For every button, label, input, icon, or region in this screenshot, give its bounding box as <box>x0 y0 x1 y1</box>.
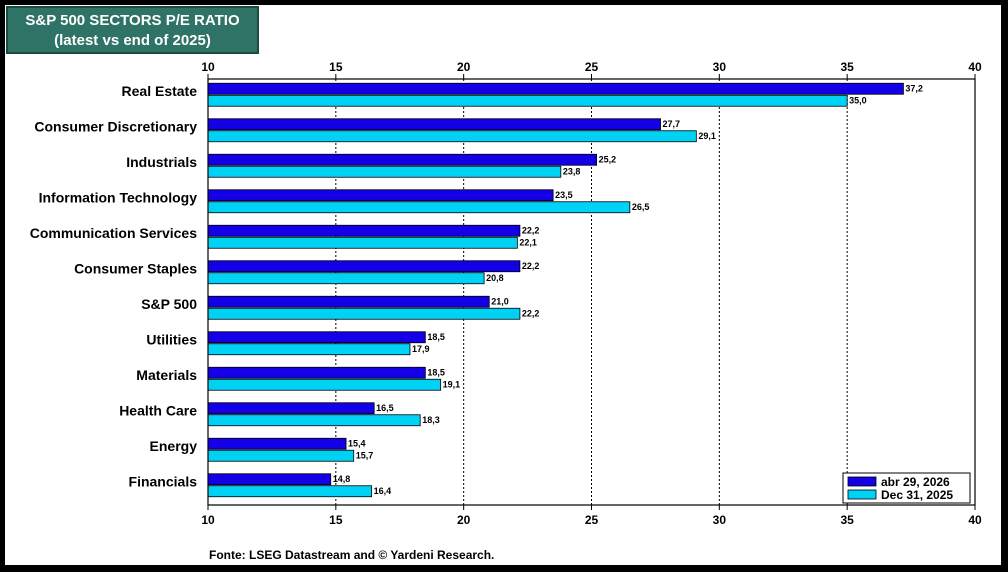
bar-latest <box>207 224 521 237</box>
category-label: Materials <box>136 367 197 383</box>
data-label-latest: 18,5 <box>427 367 445 377</box>
x-tick-label-bottom: 40 <box>968 513 982 527</box>
bar-latest <box>207 295 490 308</box>
data-label-prior: 16,4 <box>374 486 392 496</box>
category-label: Industrials <box>126 154 197 170</box>
x-tick-label-top: 35 <box>840 60 854 74</box>
data-label-prior: 18,3 <box>422 415 440 425</box>
x-tick-label-top: 40 <box>968 60 982 74</box>
chart-subtitle: (latest vs end of 2025) <box>54 32 211 49</box>
bar-prior <box>207 485 373 498</box>
x-tick-label-top: 10 <box>201 60 215 74</box>
legend-label-latest: abr 29, 2026 <box>881 475 950 489</box>
data-label-latest: 22,2 <box>522 225 540 235</box>
bar-latest <box>207 366 426 379</box>
data-label-latest: 21,0 <box>491 296 509 306</box>
data-label-latest: 27,7 <box>663 119 681 129</box>
x-tick-label-bottom: 25 <box>585 513 599 527</box>
bar-latest <box>207 82 904 95</box>
x-tick-label-bottom: 30 <box>713 513 727 527</box>
category-label: Health Care <box>119 402 197 418</box>
category-label: S&P 500 <box>141 296 197 312</box>
bar-prior <box>207 307 521 320</box>
data-label-latest: 22,2 <box>522 261 540 271</box>
bar-latest <box>207 118 661 131</box>
bar-prior <box>207 236 518 249</box>
bar-prior <box>207 343 411 356</box>
bar-prior <box>207 449 355 462</box>
category-label: Information Technology <box>39 189 198 205</box>
x-tick-label-top: 15 <box>329 60 343 74</box>
bar-latest <box>207 402 375 415</box>
data-label-prior: 26,5 <box>632 202 650 212</box>
x-tick-label-bottom: 35 <box>840 513 854 527</box>
plot-border <box>207 78 976 506</box>
data-label-latest: 18,5 <box>427 332 445 342</box>
category-label: Energy <box>150 438 198 454</box>
category-label: Consumer Discretionary <box>34 118 197 134</box>
legend-swatch-prior <box>847 489 877 500</box>
data-label-prior: 23,8 <box>563 166 581 176</box>
data-label-prior: 15,7 <box>356 450 374 460</box>
category-label: Financials <box>129 473 198 489</box>
data-label-latest: 25,2 <box>599 154 617 164</box>
legend-label-prior: Dec 31, 2025 <box>881 488 953 502</box>
data-label-prior: 17,9 <box>412 344 430 354</box>
category-label: Utilities <box>146 331 197 347</box>
bar-prior <box>207 165 562 178</box>
bar-prior <box>207 414 421 427</box>
category-label: Communication Services <box>30 225 197 241</box>
x-tick-label-top: 25 <box>585 60 599 74</box>
bar-prior <box>207 94 848 107</box>
bar-prior <box>207 378 442 391</box>
data-label-prior: 29,1 <box>698 131 716 141</box>
data-label-prior: 19,1 <box>443 379 461 389</box>
data-label-latest: 23,5 <box>555 190 573 200</box>
bar-prior <box>207 130 697 143</box>
category-label: Consumer Staples <box>74 260 197 276</box>
data-label-prior: 22,1 <box>519 237 537 247</box>
category-label: Real Estate <box>122 83 198 99</box>
bar-latest <box>207 437 347 450</box>
bar-latest <box>207 153 598 166</box>
data-label-latest: 15,4 <box>348 438 366 448</box>
bar-latest <box>207 473 332 486</box>
bar-latest <box>207 260 521 273</box>
bar-prior <box>207 201 631 214</box>
bar-latest <box>207 189 554 202</box>
x-tick-label-bottom: 10 <box>201 513 215 527</box>
x-tick-label-bottom: 20 <box>457 513 471 527</box>
data-label-latest: 16,5 <box>376 403 394 413</box>
data-label-prior: 22,2 <box>522 308 540 318</box>
data-label-latest: 37,2 <box>905 83 923 93</box>
data-label-prior: 20,8 <box>486 273 504 283</box>
x-tick-label-bottom: 15 <box>329 513 343 527</box>
x-tick-label-top: 20 <box>457 60 471 74</box>
bar-prior <box>207 272 485 285</box>
chart-title: S&P 500 SECTORS P/E RATIO <box>25 12 240 29</box>
data-label-prior: 35,0 <box>849 95 867 105</box>
data-label-latest: 14,8 <box>333 474 351 484</box>
source-note: Fonte: LSEG Datastream and © Yardeni Res… <box>209 548 495 562</box>
title-box: S&P 500 SECTORS P/E RATIO (latest vs end… <box>6 6 259 54</box>
x-tick-label-top: 30 <box>713 60 727 74</box>
legend-swatch-latest <box>847 476 877 487</box>
bar-latest <box>207 331 426 344</box>
